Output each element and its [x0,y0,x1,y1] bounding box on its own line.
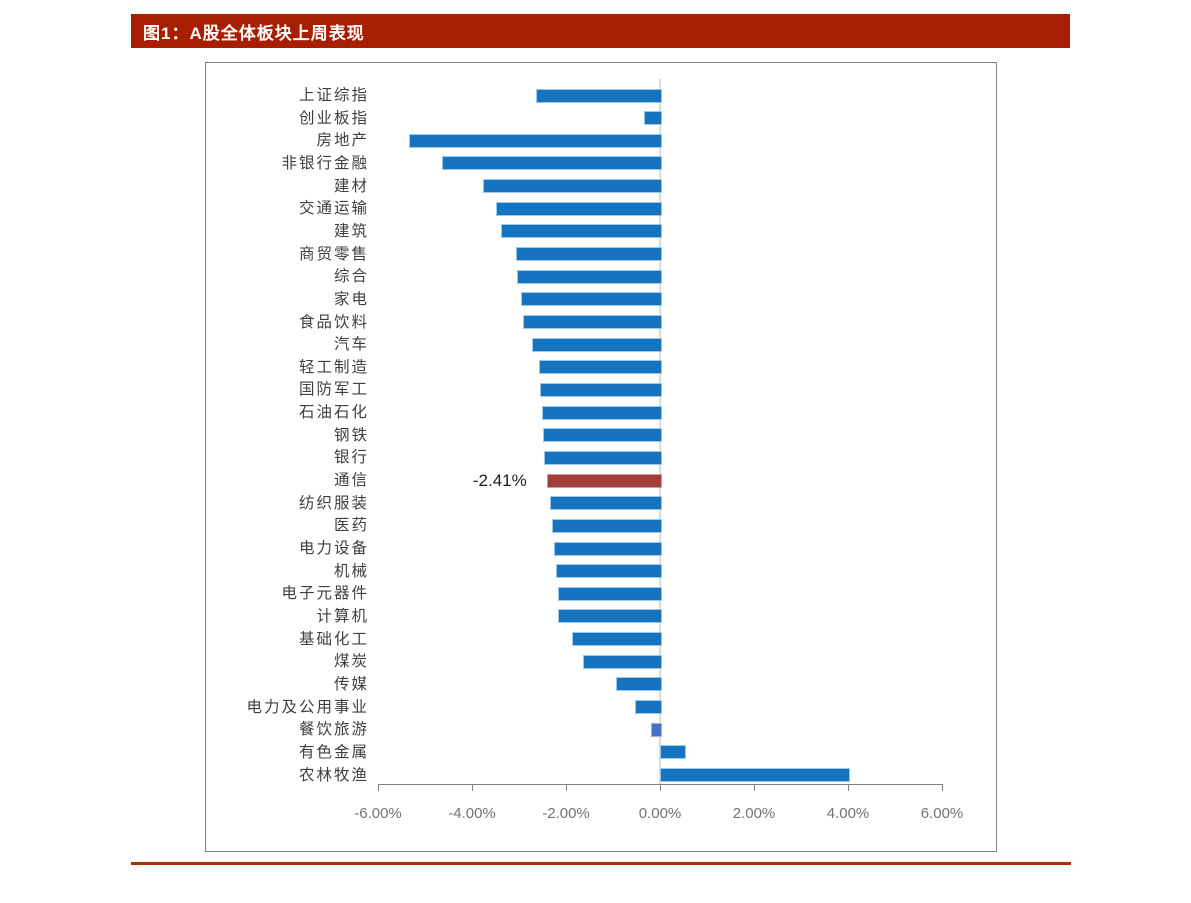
category-label: 商贸零售 [298,245,369,263]
category-label: 综合 [333,268,369,286]
bar [532,337,662,352]
bar [522,315,662,329]
x-axis-tick [472,784,473,791]
x-axis-tick [378,784,379,791]
category-label: 农林牧渔 [298,766,369,784]
bar [558,609,662,624]
bar [482,179,662,194]
bar [516,247,662,262]
bar [540,382,662,397]
category-label: 交通运输 [298,200,369,218]
bar [544,450,662,465]
figure-title-bar: 图1：A股全体板块上周表现 [131,14,1070,48]
category-label: 机械 [333,562,369,580]
x-axis-tick-label: -2.00% [542,805,590,822]
category-label: 医药 [333,517,369,535]
category-label: 汽车 [333,336,369,354]
category-label: 上证综指 [298,87,369,104]
category-label: 基础化工 [298,630,369,648]
bar [501,224,662,239]
bar [521,292,662,307]
category-label: 通信 [333,472,369,490]
category-label: 石油石化 [298,404,369,422]
x-axis-tick-label: -4.00% [448,805,496,822]
x-axis-tick [848,784,849,791]
bar [616,677,662,692]
x-axis-tick-label: 0.00% [638,805,682,822]
category-label: 非银行金融 [281,154,369,172]
bar [538,360,662,375]
category-label: 钢铁 [333,426,369,444]
figure-title: 图1：A股全体板块上周表现 [143,23,365,43]
category-label: 纺织服装 [298,494,369,512]
bar [495,201,662,216]
category-label: 银行 [333,449,369,467]
bar [572,632,662,647]
bar [543,428,662,443]
category-label: 电力设备 [298,540,369,557]
category-label: 食品饮料 [298,313,369,331]
category-label: 建材 [333,177,369,195]
x-axis-tick [942,784,943,791]
category-label: 轻工制造 [298,358,369,376]
category-label: 家电 [333,290,369,308]
category-label: 房地产 [316,132,369,150]
x-axis-tick [660,784,661,791]
category-label: 电子元器件 [281,585,369,603]
category-label: 创业板指 [298,109,369,127]
bar [643,111,662,126]
category-label: 计算机 [316,607,369,625]
bar [557,586,662,601]
category-label: 传媒 [333,675,369,693]
x-axis-tick-label: -6.00% [354,805,402,822]
bar [660,768,851,782]
chart-panel: 上证综指创业板指房地产非银行金融建材交通运输建筑商贸零售综合家电食品饮料汽车轻工… [205,62,997,852]
category-label: 国防军工 [298,381,369,399]
category-label: 有色金属 [298,743,369,761]
x-axis-tick-label: 4.00% [826,805,870,822]
bar [555,564,662,579]
bar [536,88,662,103]
x-axis-tick [566,784,567,791]
bar [517,269,662,284]
bar [442,156,662,171]
accent-line [131,862,1071,865]
bar [552,518,662,533]
category-label: 建筑 [333,222,369,240]
bar [582,654,662,669]
x-axis-tick-label: 6.00% [920,805,964,822]
bar [651,722,662,737]
bar [541,405,662,420]
bar [409,133,662,148]
x-axis-tick-label: 2.00% [732,805,776,822]
category-label: 餐饮旅游 [298,721,369,739]
bar [635,700,662,715]
bar-value-label: -2.41% [472,470,527,490]
x-axis-tick [754,784,755,791]
bar [554,541,662,556]
bar [549,496,662,511]
category-label: 电力及公用事业 [246,698,369,716]
category-label: 煤炭 [333,653,369,671]
bar [546,473,662,488]
bar [660,745,686,760]
